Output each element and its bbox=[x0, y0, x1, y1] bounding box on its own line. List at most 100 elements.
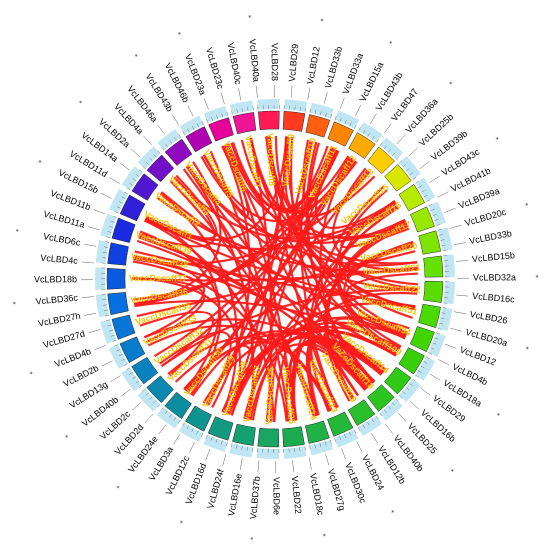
tick-mark bbox=[442, 250, 447, 252]
tick-mark bbox=[305, 107, 307, 112]
tick-mark bbox=[423, 194, 428, 198]
tick-mark bbox=[358, 127, 361, 132]
scaffold-label: VaccDscaff21 bbox=[362, 262, 421, 276]
gene-label: VcLBD24 bbox=[360, 453, 386, 491]
gene-label: VcLBD33b bbox=[468, 228, 512, 246]
gene-leader-line bbox=[157, 124, 165, 135]
tick-mark bbox=[362, 424, 365, 429]
asterisk-marker: * bbox=[391, 510, 394, 517]
scaffold-segment bbox=[409, 326, 435, 353]
scaffold-segment bbox=[106, 267, 126, 290]
tick-mark bbox=[196, 123, 199, 128]
tick-mark bbox=[139, 169, 143, 173]
gene-label: VcLBD24f bbox=[205, 468, 226, 510]
gene-label: VcLBD16d bbox=[184, 462, 209, 506]
tick-mark bbox=[395, 156, 400, 160]
gene-leader-line bbox=[419, 161, 430, 169]
synteny-links bbox=[131, 135, 418, 423]
scaffold-segment bbox=[119, 194, 146, 222]
tick-mark bbox=[349, 122, 352, 127]
scaffold-segment bbox=[111, 217, 136, 243]
tick-mark bbox=[399, 160, 403, 164]
gene-leader-line bbox=[454, 311, 466, 315]
gene-leader-line bbox=[257, 460, 260, 473]
tick-mark bbox=[106, 319, 111, 321]
gene-leader-line bbox=[205, 448, 211, 461]
tick-mark bbox=[443, 254, 448, 256]
tick-mark bbox=[436, 224, 441, 226]
synteny-link bbox=[273, 206, 400, 423]
gene-leader-line bbox=[84, 312, 97, 316]
tick-mark bbox=[348, 431, 352, 436]
gene-leader-line bbox=[100, 193, 112, 199]
tick-mark bbox=[329, 439, 332, 444]
gene-leader-line bbox=[307, 88, 311, 100]
synteny-link bbox=[230, 142, 338, 211]
tick-mark bbox=[415, 374, 419, 378]
synteny-link bbox=[131, 266, 418, 282]
tick-mark bbox=[362, 130, 366, 134]
asterisk-marker: * bbox=[135, 53, 138, 60]
scaffold-segment bbox=[347, 399, 376, 426]
tick-mark bbox=[241, 445, 243, 450]
tick-mark bbox=[441, 244, 446, 246]
tick-mark bbox=[135, 380, 140, 384]
tick-mark bbox=[109, 226, 114, 228]
gene-label: VcLBD32a bbox=[473, 272, 516, 282]
gene-leader-line bbox=[189, 442, 195, 454]
tick-mark bbox=[325, 112, 327, 117]
tick-mark bbox=[236, 444, 238, 449]
gene-leader-line bbox=[173, 434, 181, 445]
tick-mark bbox=[383, 409, 387, 413]
scaffold-segment bbox=[423, 281, 444, 303]
tick-band-segment bbox=[437, 307, 453, 332]
gene-leader-line bbox=[290, 85, 293, 98]
tick-mark bbox=[132, 376, 136, 380]
tick-mark bbox=[334, 438, 337, 443]
tick-mark bbox=[215, 438, 218, 443]
gene-label: VcLBD22 bbox=[290, 476, 304, 515]
tick-mark bbox=[314, 109, 317, 114]
tick-mark bbox=[149, 158, 153, 162]
asterisk-marker: * bbox=[13, 301, 16, 308]
tick-mark bbox=[124, 191, 128, 195]
tick-mark bbox=[104, 315, 109, 317]
tick-mark bbox=[110, 220, 115, 223]
tick-mark bbox=[211, 117, 213, 121]
gene-leader-line bbox=[341, 448, 347, 460]
gene-label: VcLBD26 bbox=[469, 309, 508, 326]
scaffold-segment bbox=[107, 242, 129, 266]
gene-label: VcLBD40a bbox=[247, 39, 261, 83]
scaffold-segment bbox=[418, 303, 441, 329]
gene-leader-line bbox=[203, 98, 209, 110]
gene-leader-line bbox=[408, 147, 418, 156]
gene-label: VcLBD28 bbox=[270, 43, 280, 81]
gene-label: VcLBD20a bbox=[464, 327, 508, 348]
tick-mark bbox=[371, 418, 375, 423]
gene-leader-line bbox=[256, 85, 258, 98]
gene-label: VcLBD27h bbox=[37, 311, 81, 329]
scaffold-segment bbox=[418, 230, 441, 255]
synteny-link bbox=[286, 136, 408, 334]
gene-label: VcLBD12 bbox=[305, 46, 322, 85]
tick-mark bbox=[116, 349, 121, 352]
tick-mark bbox=[344, 434, 347, 438]
tick-mark bbox=[205, 434, 208, 439]
tick-mark bbox=[440, 239, 445, 241]
tick-mark bbox=[395, 398, 399, 402]
synteny-link bbox=[147, 324, 333, 411]
tick-band-segment bbox=[428, 201, 446, 226]
tick-band-segment bbox=[109, 188, 128, 214]
synteny-link bbox=[139, 310, 214, 377]
synteny-link bbox=[183, 332, 382, 391]
gene-label: VcLBD16c bbox=[472, 291, 516, 305]
synteny-link bbox=[226, 302, 416, 415]
tick-mark bbox=[169, 140, 173, 144]
tick-mark bbox=[182, 422, 185, 427]
tick-band-segment bbox=[121, 166, 143, 190]
gene-label: VcLBD40c bbox=[226, 42, 244, 86]
tick-mark bbox=[149, 396, 153, 400]
tick-mark bbox=[173, 417, 177, 421]
tick-mark bbox=[434, 337, 439, 340]
gene-leader-line bbox=[450, 327, 462, 332]
